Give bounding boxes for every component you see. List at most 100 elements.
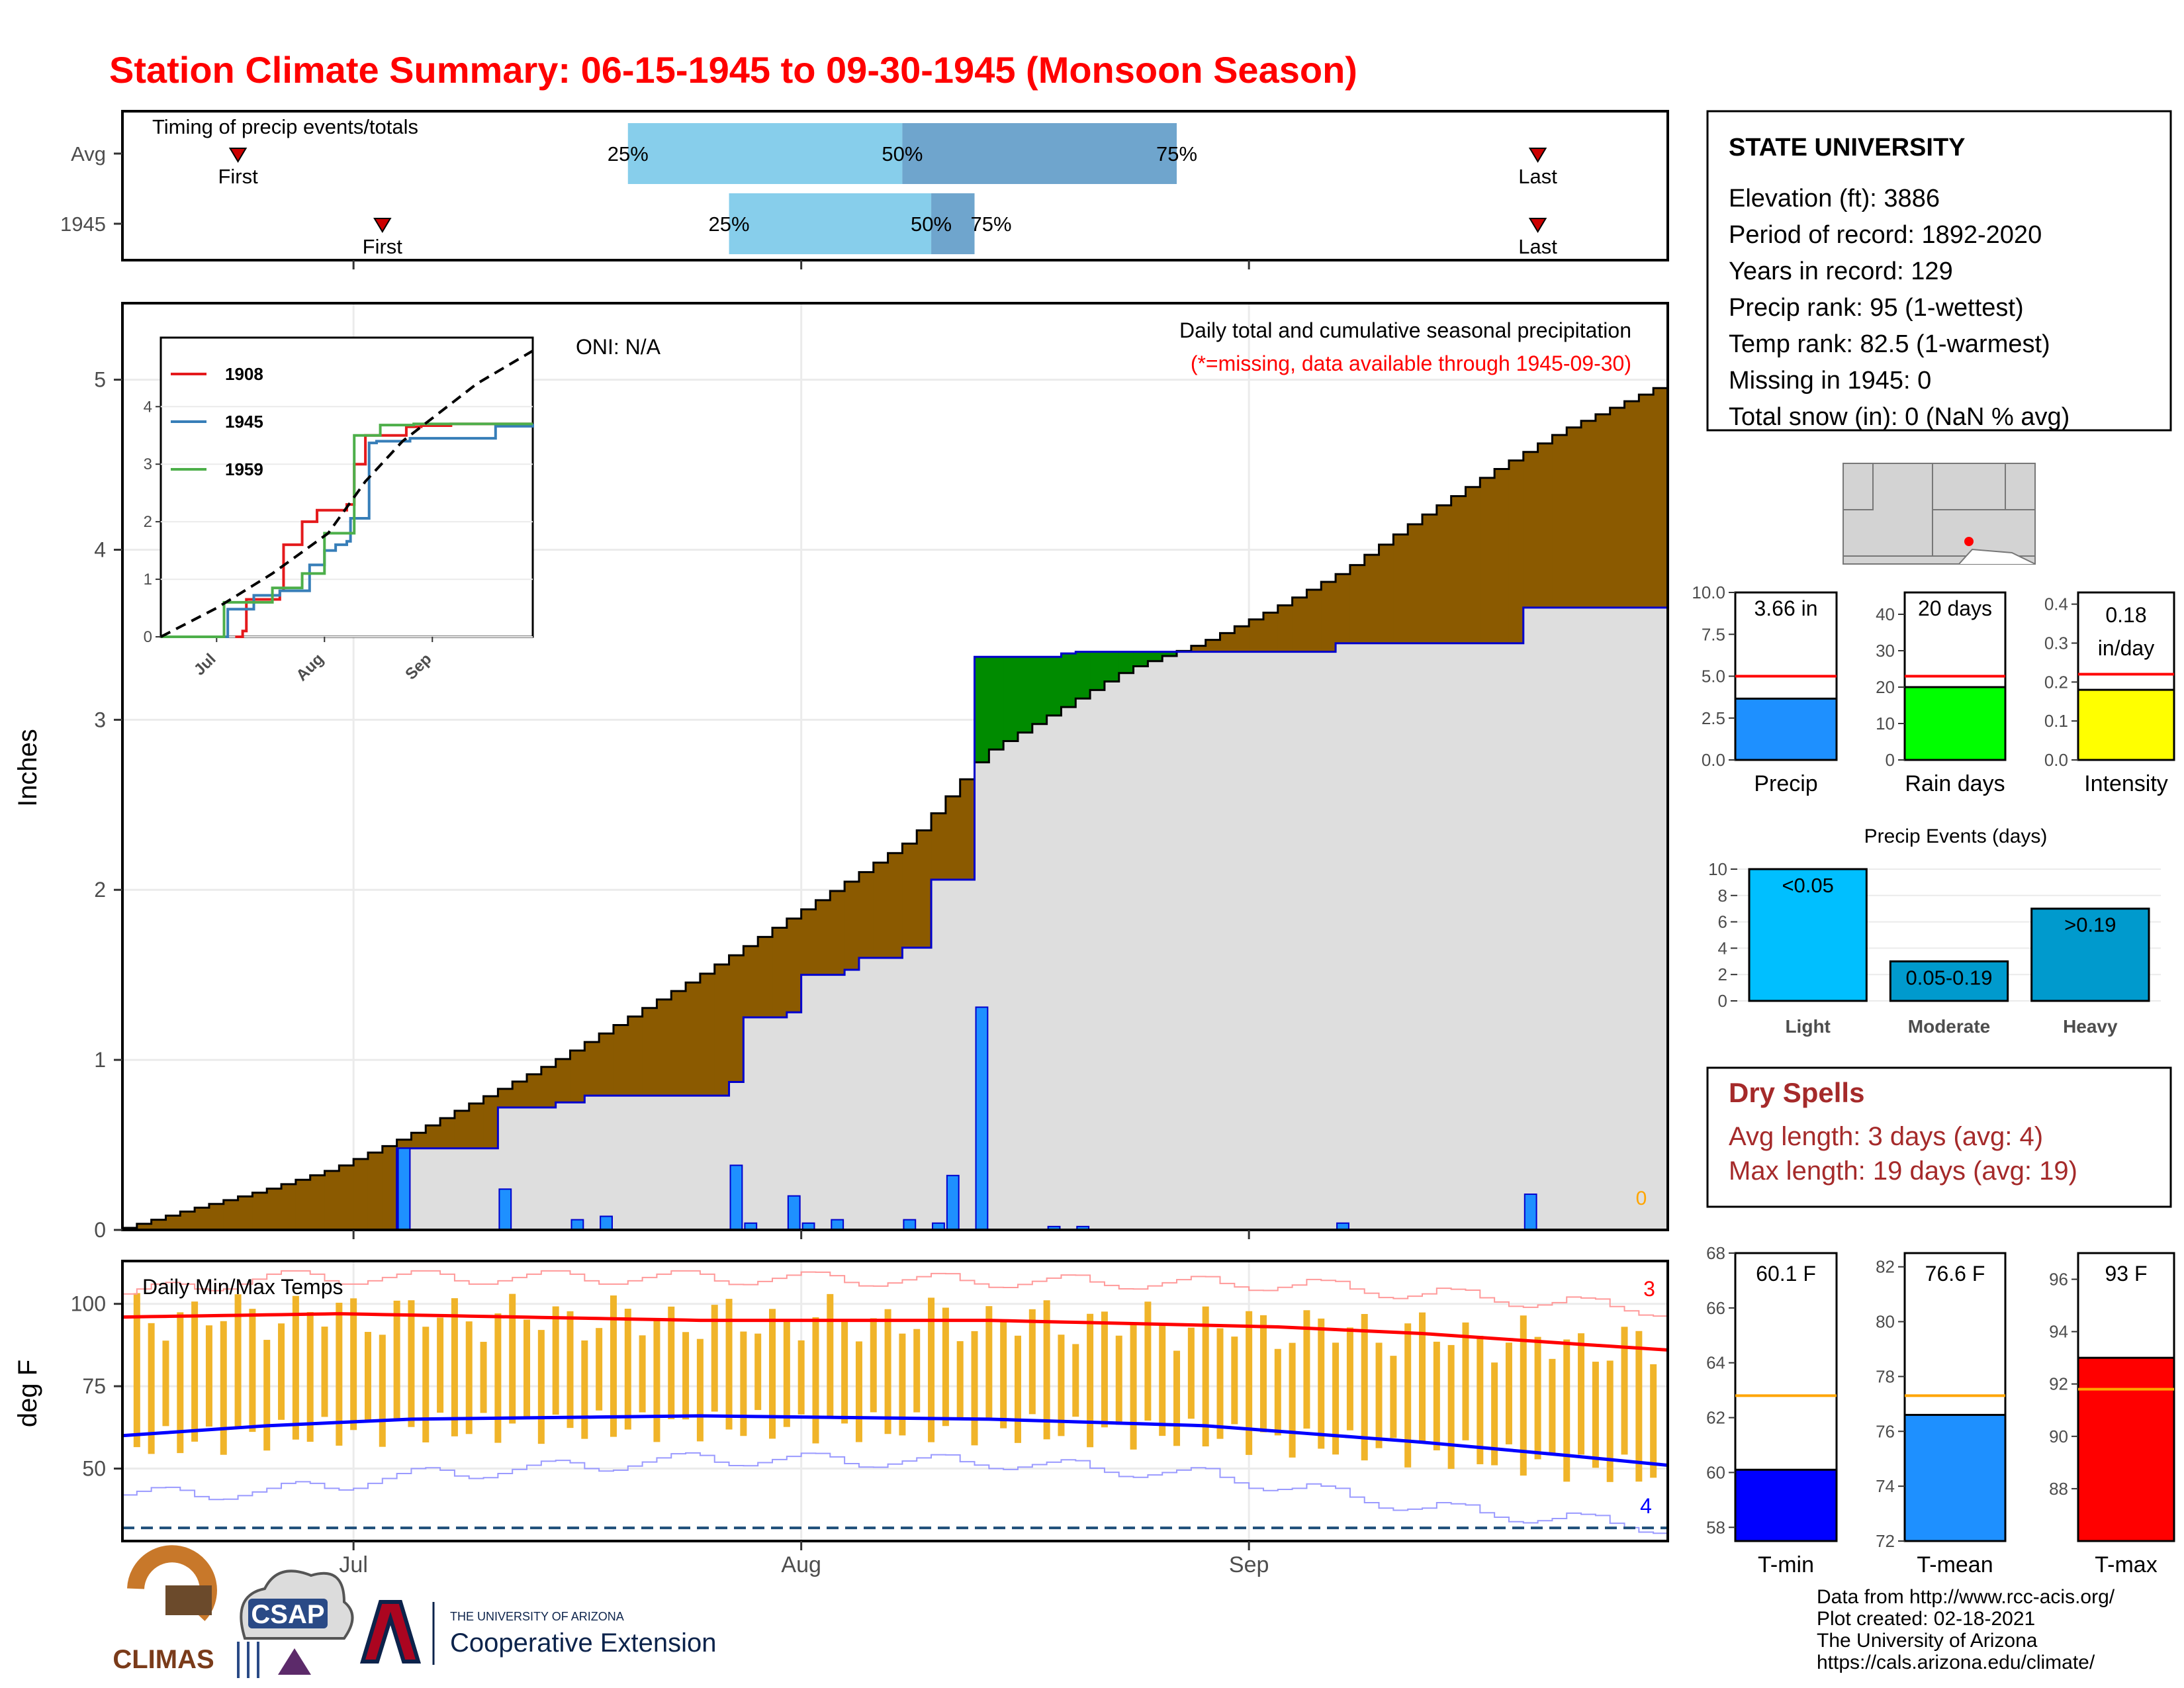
season-bar-y-tick-label: 40 (1876, 604, 1895, 624)
precip-events-y-tick-label: 8 (1718, 886, 1727, 906)
temps-daily-range-bar (1231, 1336, 1238, 1425)
temps-daily-range-bar (567, 1311, 574, 1429)
temps-daily-range-bar (971, 1331, 978, 1446)
precip-deficit-band (584, 1042, 600, 1096)
precip-deficit-band (195, 1207, 210, 1230)
temps-daily-range-bar (870, 1318, 877, 1413)
season-bar-y-tick-label: 20 (1876, 677, 1895, 697)
precip-deficit-band (1292, 597, 1307, 652)
temp-bar-value (1734, 1468, 1838, 1542)
inset-y-tick-label: 0 (144, 628, 152, 646)
season-bar-value-label: 20 days (1918, 596, 1992, 620)
temps-daily-range-bar (1087, 1313, 1094, 1448)
ua-logo-top: THE UNIVERSITY OF ARIZONA (450, 1610, 624, 1623)
timing-last-label: Last (1518, 165, 1557, 188)
precip-events-bar (1748, 868, 1868, 1002)
precip-events-bar-label: >0.19 (2064, 914, 2116, 937)
timing-p25-label: 25% (709, 212, 750, 236)
temps-daily-range-bar (1173, 1350, 1181, 1446)
season-bar-category-label: Rain days (1905, 771, 2005, 796)
precip-y-tick-label: 5 (94, 368, 106, 392)
temps-daily-range-bar (220, 1321, 227, 1455)
temps-daily-range-bar (480, 1342, 487, 1413)
temps-daily-range-bar (1159, 1324, 1166, 1436)
season-bar-value-label: 3.66 in (1754, 596, 1817, 620)
precip-deficit-band (1408, 524, 1423, 643)
inset-average-line (160, 350, 534, 638)
precip-deficit-band (426, 1125, 441, 1149)
inset-y-tick-label: 2 (144, 513, 152, 531)
precip-annotation-note: (*=missing, data available through 1945-… (1191, 352, 1631, 375)
temps-daily-range-bar (1058, 1335, 1065, 1436)
precip-y-tick-label: 0 (94, 1218, 106, 1242)
precip-deficit-band (483, 1096, 498, 1149)
inset-legend-label: 1908 (225, 364, 263, 384)
temps-daily-range-bar (581, 1340, 588, 1439)
station-info-line: Years in record: 129 (1729, 258, 1953, 285)
temp-bar-y-tick-label: 76 (1876, 1421, 1895, 1441)
precip-average-cumulative-line (122, 385, 1669, 1229)
temps-y-axis-label: deg F (13, 1360, 42, 1427)
precip-deficit-band (613, 1025, 629, 1096)
temps-daily-range-bar (1144, 1301, 1152, 1421)
precip-surplus-band (1090, 651, 1105, 690)
temps-daily-range-bar (596, 1328, 603, 1411)
precip-deficit-band (382, 1146, 398, 1230)
precip-events-category-label: Heavy (2063, 1016, 2118, 1037)
precip-deficit-band (1451, 496, 1466, 643)
credit-line-1: Data from http://www.rcc-acis.org/ (1817, 1586, 2115, 1608)
precip-deficit-band (1639, 395, 1654, 608)
temps-daily-range-bar (1520, 1315, 1527, 1476)
temps-daily-range-bar (148, 1323, 155, 1454)
precip-deficit-band (440, 1118, 455, 1149)
precip-deficit-band (1263, 612, 1279, 652)
precip-deficit-band (541, 1066, 557, 1108)
precip-daily-bar (946, 1174, 960, 1231)
month-axis-labels: Jul Aug Sep (339, 1552, 1269, 1577)
dry-spells-avg: Avg length: 3 days (avg: 4) (1729, 1122, 2043, 1151)
credit-line-4: https://cals.arizona.edu/climate/ (1817, 1652, 2095, 1673)
precip-deficit-band (1552, 435, 1567, 608)
climas-logo: CLIMAS (113, 1545, 217, 1674)
precip-deficit-band (858, 872, 874, 958)
temps-daily-range-bar (1462, 1322, 1469, 1440)
precip-deficit-band (772, 927, 788, 1017)
timing-row-label: Avg (71, 142, 106, 165)
precip-deficit-band (844, 881, 860, 970)
precip-deficit-band (324, 1170, 340, 1230)
temps-daily-range-bar (827, 1293, 834, 1418)
temps-daily-range-bar (494, 1313, 502, 1443)
precip-deficit-band (1393, 534, 1408, 643)
precip-surplus-band (1118, 651, 1134, 673)
temps-daily-range-bar (552, 1306, 559, 1415)
season-bar-y-tick-label: 5.0 (1702, 667, 1725, 686)
temps-daily-range-bar (321, 1327, 328, 1417)
temps-daily-range-bar (1390, 1356, 1397, 1438)
precip-deficit-band (180, 1211, 195, 1230)
precip-deficit-band (917, 830, 932, 948)
temps-daily-range-bar (1318, 1318, 1325, 1449)
dry-spells-box: Dry Spells Avg length: 3 days (avg: 4) M… (1706, 1066, 2172, 1208)
precip-events-y-tick-label: 6 (1718, 912, 1727, 932)
temp-bar-y-tick-label: 88 (2049, 1479, 2068, 1499)
precip-deficit-band (136, 1223, 152, 1230)
season-bar-y-tick-label: 0.0 (1702, 750, 1725, 770)
timing-p50-p75-box (902, 123, 1177, 184)
precip-deficit-band (512, 1081, 527, 1108)
precip-deficit-band (1624, 401, 1639, 608)
timing-first-marker (373, 218, 392, 233)
precip-deficit-band (469, 1103, 484, 1149)
timing-p25-p50-box (729, 193, 932, 254)
precip-deficit-band (223, 1200, 239, 1230)
precip-y-tick-label: 1 (94, 1048, 106, 1072)
temps-daily-range-bar (928, 1297, 935, 1442)
precip-deficit-band (1653, 388, 1668, 608)
precip-daily-bar (903, 1219, 917, 1231)
precip-deficit-band (295, 1180, 311, 1230)
precip-events-bar-label: <0.05 (1782, 874, 1833, 897)
precip-deficit-band (527, 1074, 542, 1108)
oni-label: ONI: N/A (576, 335, 661, 359)
temps-daily-range-bar (393, 1300, 400, 1419)
season-bar-category-label: Intensity (2084, 771, 2168, 796)
temps-panel: deg F 50 75 100 Daily Min/Max Temps 3 4 (13, 1260, 1669, 1550)
